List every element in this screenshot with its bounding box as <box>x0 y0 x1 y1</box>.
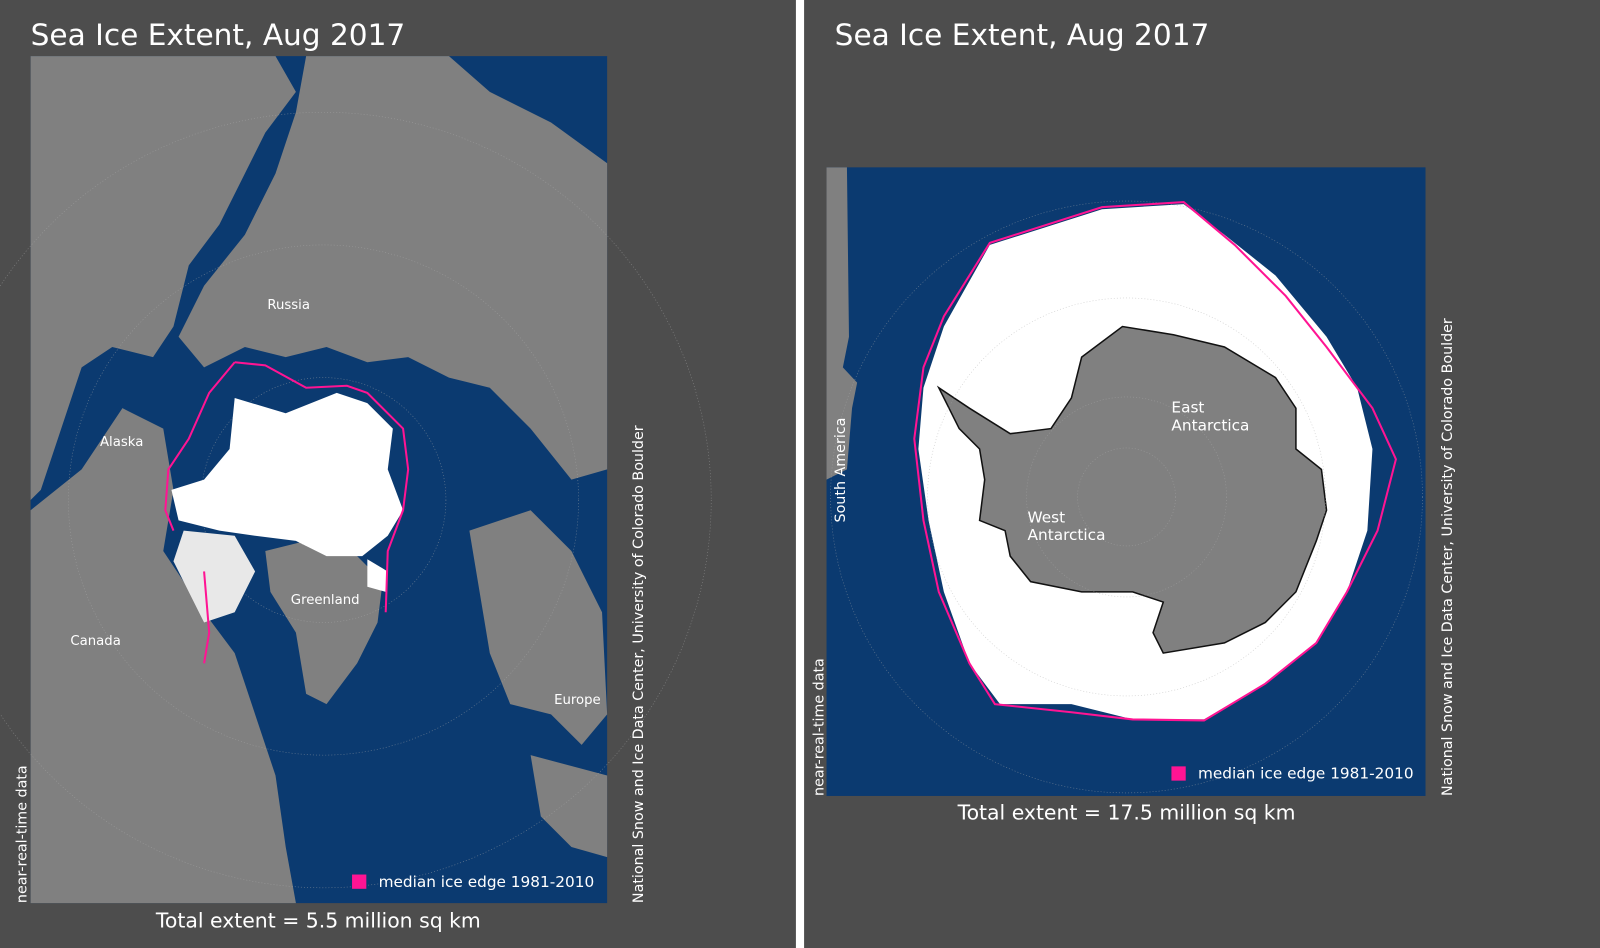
region-label: Alaska <box>100 435 143 450</box>
legend-swatch <box>352 874 367 889</box>
region-label: West <box>1028 508 1066 526</box>
divider <box>795 0 805 948</box>
land <box>265 540 383 705</box>
region-label: Greenland <box>291 593 360 608</box>
region-label: Antarctica <box>1171 417 1249 435</box>
land <box>30 408 296 904</box>
region-label: Europe <box>554 693 601 708</box>
graticule <box>927 297 1326 697</box>
sea-ice <box>173 530 256 623</box>
note: near-real-time data <box>811 658 827 796</box>
sea-ice <box>367 559 388 592</box>
land <box>530 755 608 858</box>
region-label: Russia <box>267 298 310 313</box>
region-label: South America <box>833 418 849 523</box>
legend-swatch <box>1171 766 1186 781</box>
land <box>178 56 608 480</box>
graticule <box>1077 447 1176 547</box>
land <box>469 510 608 745</box>
legend-label: median ice edge 1981-2010 <box>1198 765 1414 783</box>
land <box>826 167 858 480</box>
land <box>30 56 296 501</box>
total-extent: Total extent = 17.5 million sq km <box>957 800 1296 824</box>
graticule <box>200 377 447 623</box>
antarctica <box>936 325 1328 654</box>
total-extent: Total extent = 5.5 million sq km <box>155 909 481 933</box>
source: National Snow and Ice Data Center, Unive… <box>1440 318 1456 796</box>
title: Sea Ice Extent, Aug 2017 <box>835 18 1210 52</box>
region-label: Canada <box>70 634 120 649</box>
source: National Snow and Ice Data Center, Unive… <box>631 425 647 903</box>
region-label: East <box>1171 398 1204 416</box>
note: near-real-time data <box>15 765 31 903</box>
antarctic-map <box>826 167 1426 796</box>
legend-label: median ice edge 1981-2010 <box>379 873 595 891</box>
title: Sea Ice Extent, Aug 2017 <box>31 18 406 52</box>
median-ice-edge <box>913 201 1397 722</box>
graticule <box>0 112 712 888</box>
graticule <box>830 200 1423 794</box>
sea-ice <box>171 392 404 557</box>
graticule <box>68 244 579 756</box>
arctic-map <box>0 56 712 904</box>
median-ice-edge <box>164 361 410 664</box>
graticule <box>1026 396 1227 598</box>
region-label: Antarctica <box>1028 526 1106 544</box>
